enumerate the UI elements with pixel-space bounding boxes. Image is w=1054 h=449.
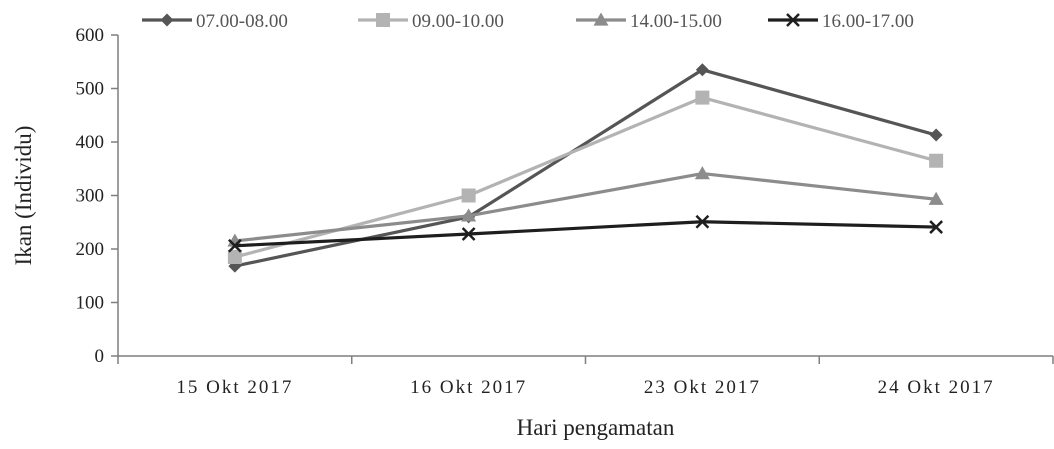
y-tick-label: 100	[76, 293, 105, 314]
data-point	[930, 129, 943, 142]
y-axis-ticks: 0 100 200 300 400 500 600	[76, 25, 119, 367]
legend-label: 07.00-08.00	[196, 11, 288, 32]
legend-marker	[161, 14, 174, 27]
legend-label: 16.00-17.00	[822, 11, 914, 32]
data-point	[695, 91, 709, 105]
series-line	[235, 222, 936, 246]
data-point	[462, 189, 476, 203]
legend-marker	[376, 13, 390, 27]
series-2	[228, 91, 943, 264]
legend-item: 07.00-08.00	[142, 11, 288, 32]
series-3	[227, 166, 943, 247]
legend-label: 09.00-10.00	[412, 11, 504, 32]
data-point	[929, 154, 943, 168]
y-tick-label: 200	[76, 239, 105, 260]
x-tick-label: 16 Okt 2017	[410, 377, 527, 398]
y-tick-label: 400	[76, 132, 105, 153]
y-tick-label: 500	[76, 79, 105, 100]
y-tick-label: 0	[95, 346, 105, 367]
legend-item: 16.00-17.00	[768, 11, 914, 32]
x-axis-ticks: 15 Okt 2017 16 Okt 2017 23 Okt 2017 24 Okt …	[118, 356, 1053, 398]
series-layer	[227, 63, 943, 272]
y-tick-label: 600	[76, 25, 105, 46]
y-axis-title: Ikan (Individu)	[11, 126, 36, 266]
x-tick-label: 24 Okt 2017	[878, 377, 995, 398]
legend: 07.00-08.00 09.00-10.00 14.00-15.00 16.00-1…	[142, 11, 914, 32]
x-tick-label: 15 Okt 2017	[176, 377, 293, 398]
series-line	[235, 70, 936, 266]
series-line	[235, 98, 936, 257]
x-axis-title: Hari pengamatan	[517, 415, 675, 440]
legend-label: 14.00-15.00	[630, 11, 722, 32]
legend-item: 14.00-15.00	[576, 11, 722, 32]
y-tick-label: 300	[76, 186, 105, 207]
x-tick-label: 23 Okt 2017	[644, 377, 761, 398]
legend-item: 09.00-10.00	[358, 11, 504, 32]
series-line	[235, 174, 936, 241]
